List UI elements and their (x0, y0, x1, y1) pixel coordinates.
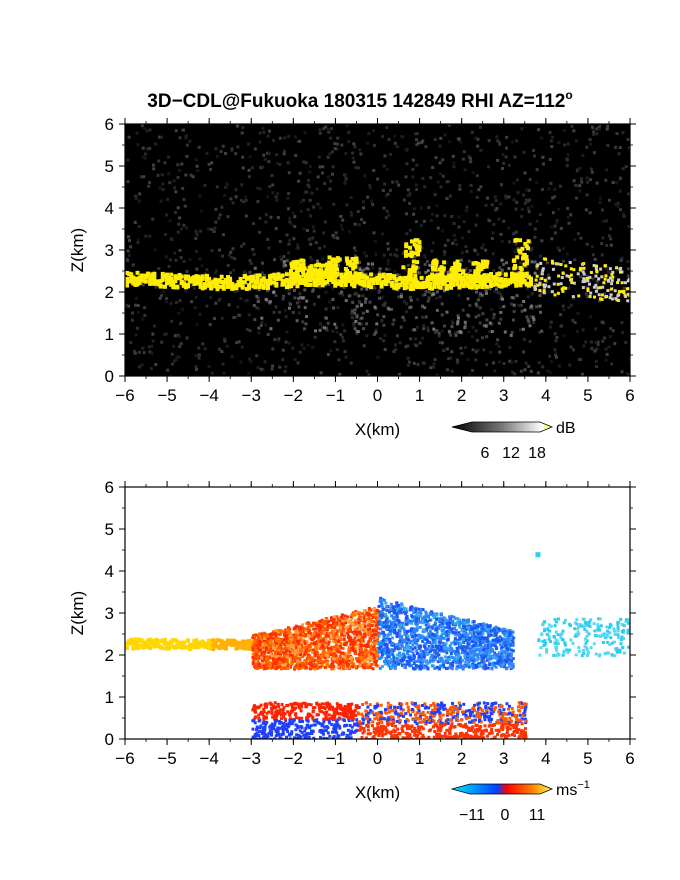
reflectivity-xtick-label: −3 (242, 386, 261, 405)
reflectivity-xtick-label: −1 (326, 386, 345, 405)
velocity-y-axis-label: Z(km) (68, 591, 87, 635)
reflectivity-ground-glow (242, 323, 513, 376)
velocity-ytick-label: 0 (105, 730, 114, 749)
reflectivity-xtick-label: −4 (199, 386, 218, 405)
colorbar-velocity-tick-min: −11 (459, 807, 485, 824)
reflectivity-ytick-label: 6 (105, 115, 114, 134)
reflectivity-xtick-label: 5 (583, 386, 592, 405)
reflectivity-ytick-label: 4 (105, 199, 114, 218)
velocity-xtick-label: 6 (625, 749, 634, 768)
reflectivity-xtick-label: −2 (284, 386, 303, 405)
velocity-ytick-label: 5 (105, 520, 114, 539)
colorbar-velocity-unit: ms−1 (556, 779, 590, 799)
radar-site-marker (371, 367, 384, 376)
reflectivity-xtick-label: 2 (457, 386, 466, 405)
velocity-xtick-label: −2 (284, 749, 303, 768)
velocity-xtick-label: −4 (199, 749, 218, 768)
reflectivity-xtick-label: 1 (415, 386, 424, 405)
reflectivity-y-axis-label: Z(km) (68, 228, 87, 272)
colorbar-reflectivity-tick-6: 6 (481, 445, 490, 462)
reflectivity-xtick-label: 4 (541, 386, 550, 405)
reflectivity-x-axis-label: X(km) (355, 420, 400, 439)
velocity-isolated-echo (535, 552, 541, 558)
colorbar-reflectivity-unit: dB (556, 420, 576, 437)
velocity-x-axis-label: X(km) (355, 783, 400, 802)
colorbar-velocity-tick-zero: 0 (501, 807, 510, 824)
velocity-ytick-label: 3 (105, 604, 114, 623)
reflectivity-ytick-label: 3 (105, 241, 114, 260)
title-degree-mark: o (565, 88, 572, 102)
colorbar-reflectivity-tick-12: 12 (502, 445, 520, 462)
velocity-xtick-label: 5 (583, 749, 592, 768)
reflectivity-far-echo (533, 257, 630, 303)
colorbar-velocity: ms−1 −11 0 11 (450, 779, 590, 824)
velocity-xtick-label: 1 (415, 749, 424, 768)
velocity-low-level-flow (251, 701, 528, 739)
colorbar-reflectivity: dB 6 12 18 (451, 420, 576, 462)
velocity-ytick-label: 1 (105, 688, 114, 707)
reflectivity-field (125, 124, 630, 376)
velocity-ytick-label: 4 (105, 562, 114, 581)
velocity-ytick-label: 6 (105, 478, 114, 497)
reflectivity-xtick-label: −5 (157, 386, 176, 405)
velocity-field (125, 552, 630, 739)
colorbar-velocity-tick-max: 11 (529, 807, 546, 824)
velocity-approaching-region (251, 606, 381, 671)
velocity-far-echo (537, 617, 630, 658)
reflectivity-xtick-label: 6 (625, 386, 634, 405)
reflectivity-xtick-label: −6 (115, 386, 134, 405)
velocity-receding-region (377, 596, 516, 671)
velocity-panel: −6 −5 −4 −3 −2 −1 0 1 2 3 4 5 6 0 1 2 3 4 5 6 X(km) Z(km) (68, 478, 636, 802)
reflectivity-ytick-label: 0 (105, 367, 114, 386)
reflectivity-yellow-layer (125, 237, 533, 292)
velocity-xtick-label: −5 (157, 749, 176, 768)
figure-title: 3D−CDL@Fukuoka 180315 142849 RHI AZ=112o (147, 88, 572, 112)
reflectivity-ytick-label: 5 (105, 157, 114, 176)
velocity-ytick-label: 2 (105, 646, 114, 665)
colorbar-reflectivity-tick-18: 18 (528, 445, 546, 462)
velocity-xtick-label: −6 (115, 749, 134, 768)
velocity-xtick-label: 2 (457, 749, 466, 768)
reflectivity-ytick-label: 1 (105, 325, 114, 344)
reflectivity-xtick-label: 3 (499, 386, 508, 405)
reflectivity-xtick-label: 0 (373, 386, 382, 405)
velocity-xtick-label: 4 (541, 749, 550, 768)
reflectivity-ytick-label: 2 (105, 283, 114, 302)
velocity-xtick-label: −3 (242, 749, 261, 768)
velocity-xtick-label: −1 (326, 749, 345, 768)
velocity-xtick-label: 0 (373, 749, 382, 768)
reflectivity-panel: −6 −5 −4 −3 −2 −1 0 1 2 3 4 5 6 0 1 2 3 4 5 6 X(km) Z(km) (68, 115, 636, 439)
velocity-xtick-label: 3 (499, 749, 508, 768)
colorbar-reflectivity-bar (451, 421, 554, 433)
colorbar-velocity-bar (450, 783, 554, 795)
reflectivity-noise (125, 124, 630, 376)
